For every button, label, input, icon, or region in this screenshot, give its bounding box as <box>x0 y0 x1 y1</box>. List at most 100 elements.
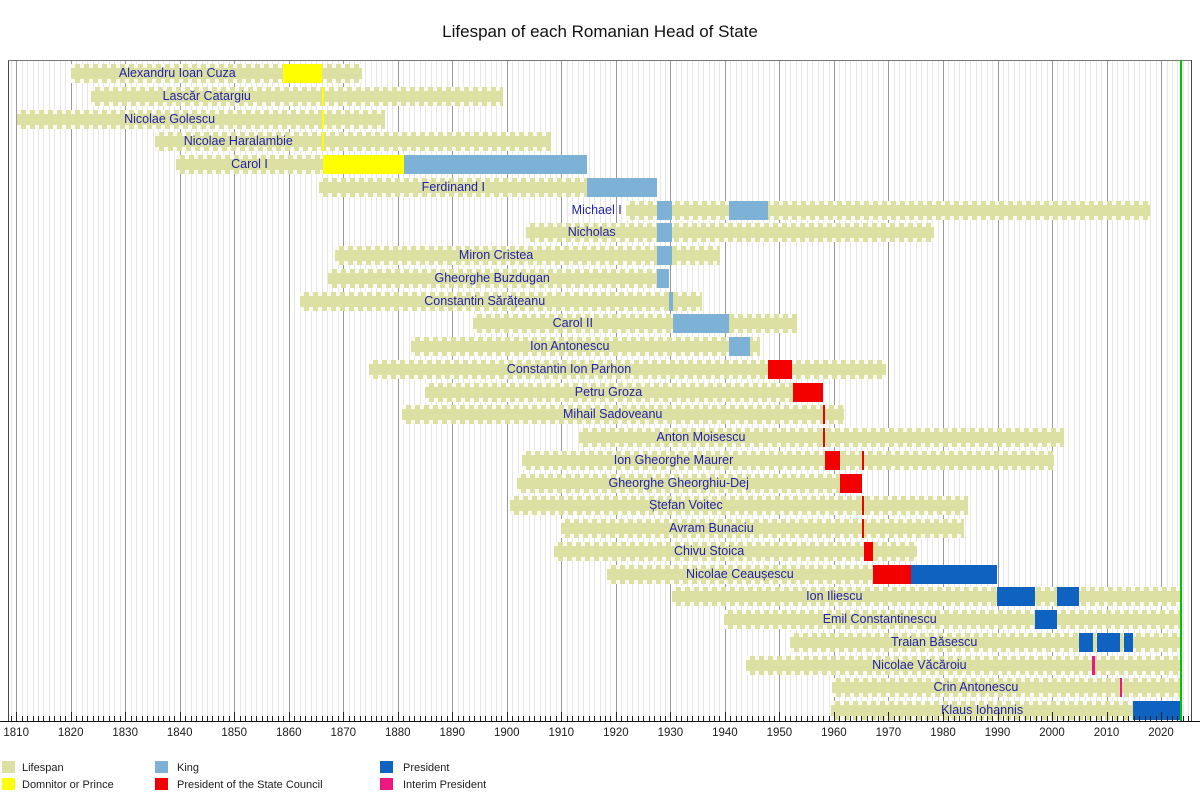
minor-tick <box>261 716 263 721</box>
year-gridline <box>217 60 219 721</box>
minor-tick <box>605 716 606 721</box>
lifespan-bar <box>175 155 588 174</box>
minor-tick <box>48 716 50 721</box>
axis-tick-label: 1980 <box>930 727 956 739</box>
term-segment-king <box>404 155 588 174</box>
lifespan-bar <box>671 587 1181 607</box>
minor-tick <box>763 716 764 721</box>
decade-gridline <box>179 60 181 721</box>
minor-tick <box>1068 716 1070 721</box>
bar-edge-texture <box>671 587 1181 592</box>
minor-tick <box>675 716 677 721</box>
year-gridline <box>1182 60 1184 721</box>
year-gridline <box>27 60 29 721</box>
minor-tick <box>981 716 983 721</box>
bar-edge-texture <box>724 625 1181 629</box>
minor-tick <box>697 716 699 721</box>
year-gridline <box>267 60 268 721</box>
minor-tick <box>305 716 307 721</box>
minor-tick <box>468 716 470 721</box>
minor-tick <box>893 716 895 721</box>
year-gridline <box>975 60 977 721</box>
minor-tick <box>626 716 628 721</box>
person-name: Lascăr Catargiu <box>162 88 251 103</box>
year-gridline <box>839 60 841 721</box>
person-name: Miron Cristea <box>458 248 534 262</box>
year-gridline <box>883 60 884 721</box>
minor-tick <box>43 716 45 721</box>
lifespan-bar <box>746 655 1180 675</box>
legend-swatch-domnitor <box>2 778 15 790</box>
minor-tick <box>517 716 519 721</box>
decade-gridline <box>833 60 835 721</box>
axis-tick-label: 2000 <box>1039 727 1065 739</box>
minor-tick <box>741 716 743 721</box>
year-gridline <box>299 60 301 721</box>
bar-edge-texture <box>154 147 552 152</box>
bar-edge-texture <box>671 602 1181 607</box>
major-tick <box>888 712 890 721</box>
major-tick <box>1052 712 1053 721</box>
minor-tick <box>904 716 906 721</box>
major-tick <box>179 712 181 721</box>
bar-edge-texture <box>578 428 1065 432</box>
minor-tick <box>168 716 170 721</box>
minor-tick <box>681 716 683 721</box>
year-gridline <box>1112 60 1113 721</box>
minor-tick <box>1073 716 1075 721</box>
year-gridline <box>981 60 983 721</box>
year-gridline <box>964 60 966 721</box>
minor-tick <box>38 716 39 721</box>
lifespan-bar <box>516 473 863 493</box>
bar-edge-texture <box>91 101 503 106</box>
lifespan-bar <box>473 314 798 334</box>
person-name: Ferdinand I <box>421 179 485 194</box>
legend-swatch-lifespan <box>2 761 15 773</box>
year-gridline <box>81 60 83 721</box>
bar-edge-texture <box>424 382 824 387</box>
person-name: Traian Băsescu <box>890 634 978 649</box>
minor-tick <box>632 716 634 721</box>
minor-tick <box>948 716 950 721</box>
minor-tick <box>157 716 159 721</box>
lifespan-bar <box>424 382 824 402</box>
bar-edge-texture <box>521 465 1054 470</box>
year-gridline <box>376 60 377 721</box>
lifespan-bar <box>625 200 1150 220</box>
year-gridline <box>152 60 154 721</box>
year-gridline <box>277 60 279 721</box>
year-gridline <box>893 60 895 721</box>
minor-tick <box>795 716 797 721</box>
person-name: Klaus Iohannis <box>941 703 1024 717</box>
year-gridline <box>1068 60 1070 721</box>
minor-tick <box>59 716 61 721</box>
bar-edge-texture <box>789 632 1181 637</box>
term-segment-state_council <box>825 450 841 470</box>
term-segment-domnitor <box>323 155 405 174</box>
term-segment-king <box>656 200 673 220</box>
term-segment-state_council <box>768 359 793 379</box>
legend-label-lifespan: Lifespan <box>22 762 64 774</box>
legend-label-state_council: President of the State Council <box>177 779 323 791</box>
minor-tick <box>332 716 334 721</box>
year-gridline <box>392 60 394 721</box>
minor-tick <box>1062 716 1064 721</box>
axis-tick-label: 1880 <box>385 727 411 739</box>
legend-swatch-interim <box>380 778 393 790</box>
year-gridline <box>332 60 334 721</box>
year-gridline <box>359 60 361 721</box>
minor-tick <box>130 716 132 721</box>
year-gridline <box>1079 60 1081 721</box>
bar-edge-texture <box>553 556 918 561</box>
bar-edge-texture <box>516 488 863 493</box>
minor-tick <box>877 716 879 721</box>
minor-tick <box>883 716 884 721</box>
minor-tick <box>757 716 759 721</box>
year-gridline <box>174 60 176 721</box>
person-name: Constantin Ion Parhon <box>506 361 632 376</box>
lifespan-bar <box>830 701 1181 720</box>
minor-tick <box>103 716 105 721</box>
minor-tick <box>414 716 416 721</box>
bar-edge-texture <box>830 716 1181 720</box>
person-name: Alexandru Ioan Cuza <box>118 66 236 80</box>
